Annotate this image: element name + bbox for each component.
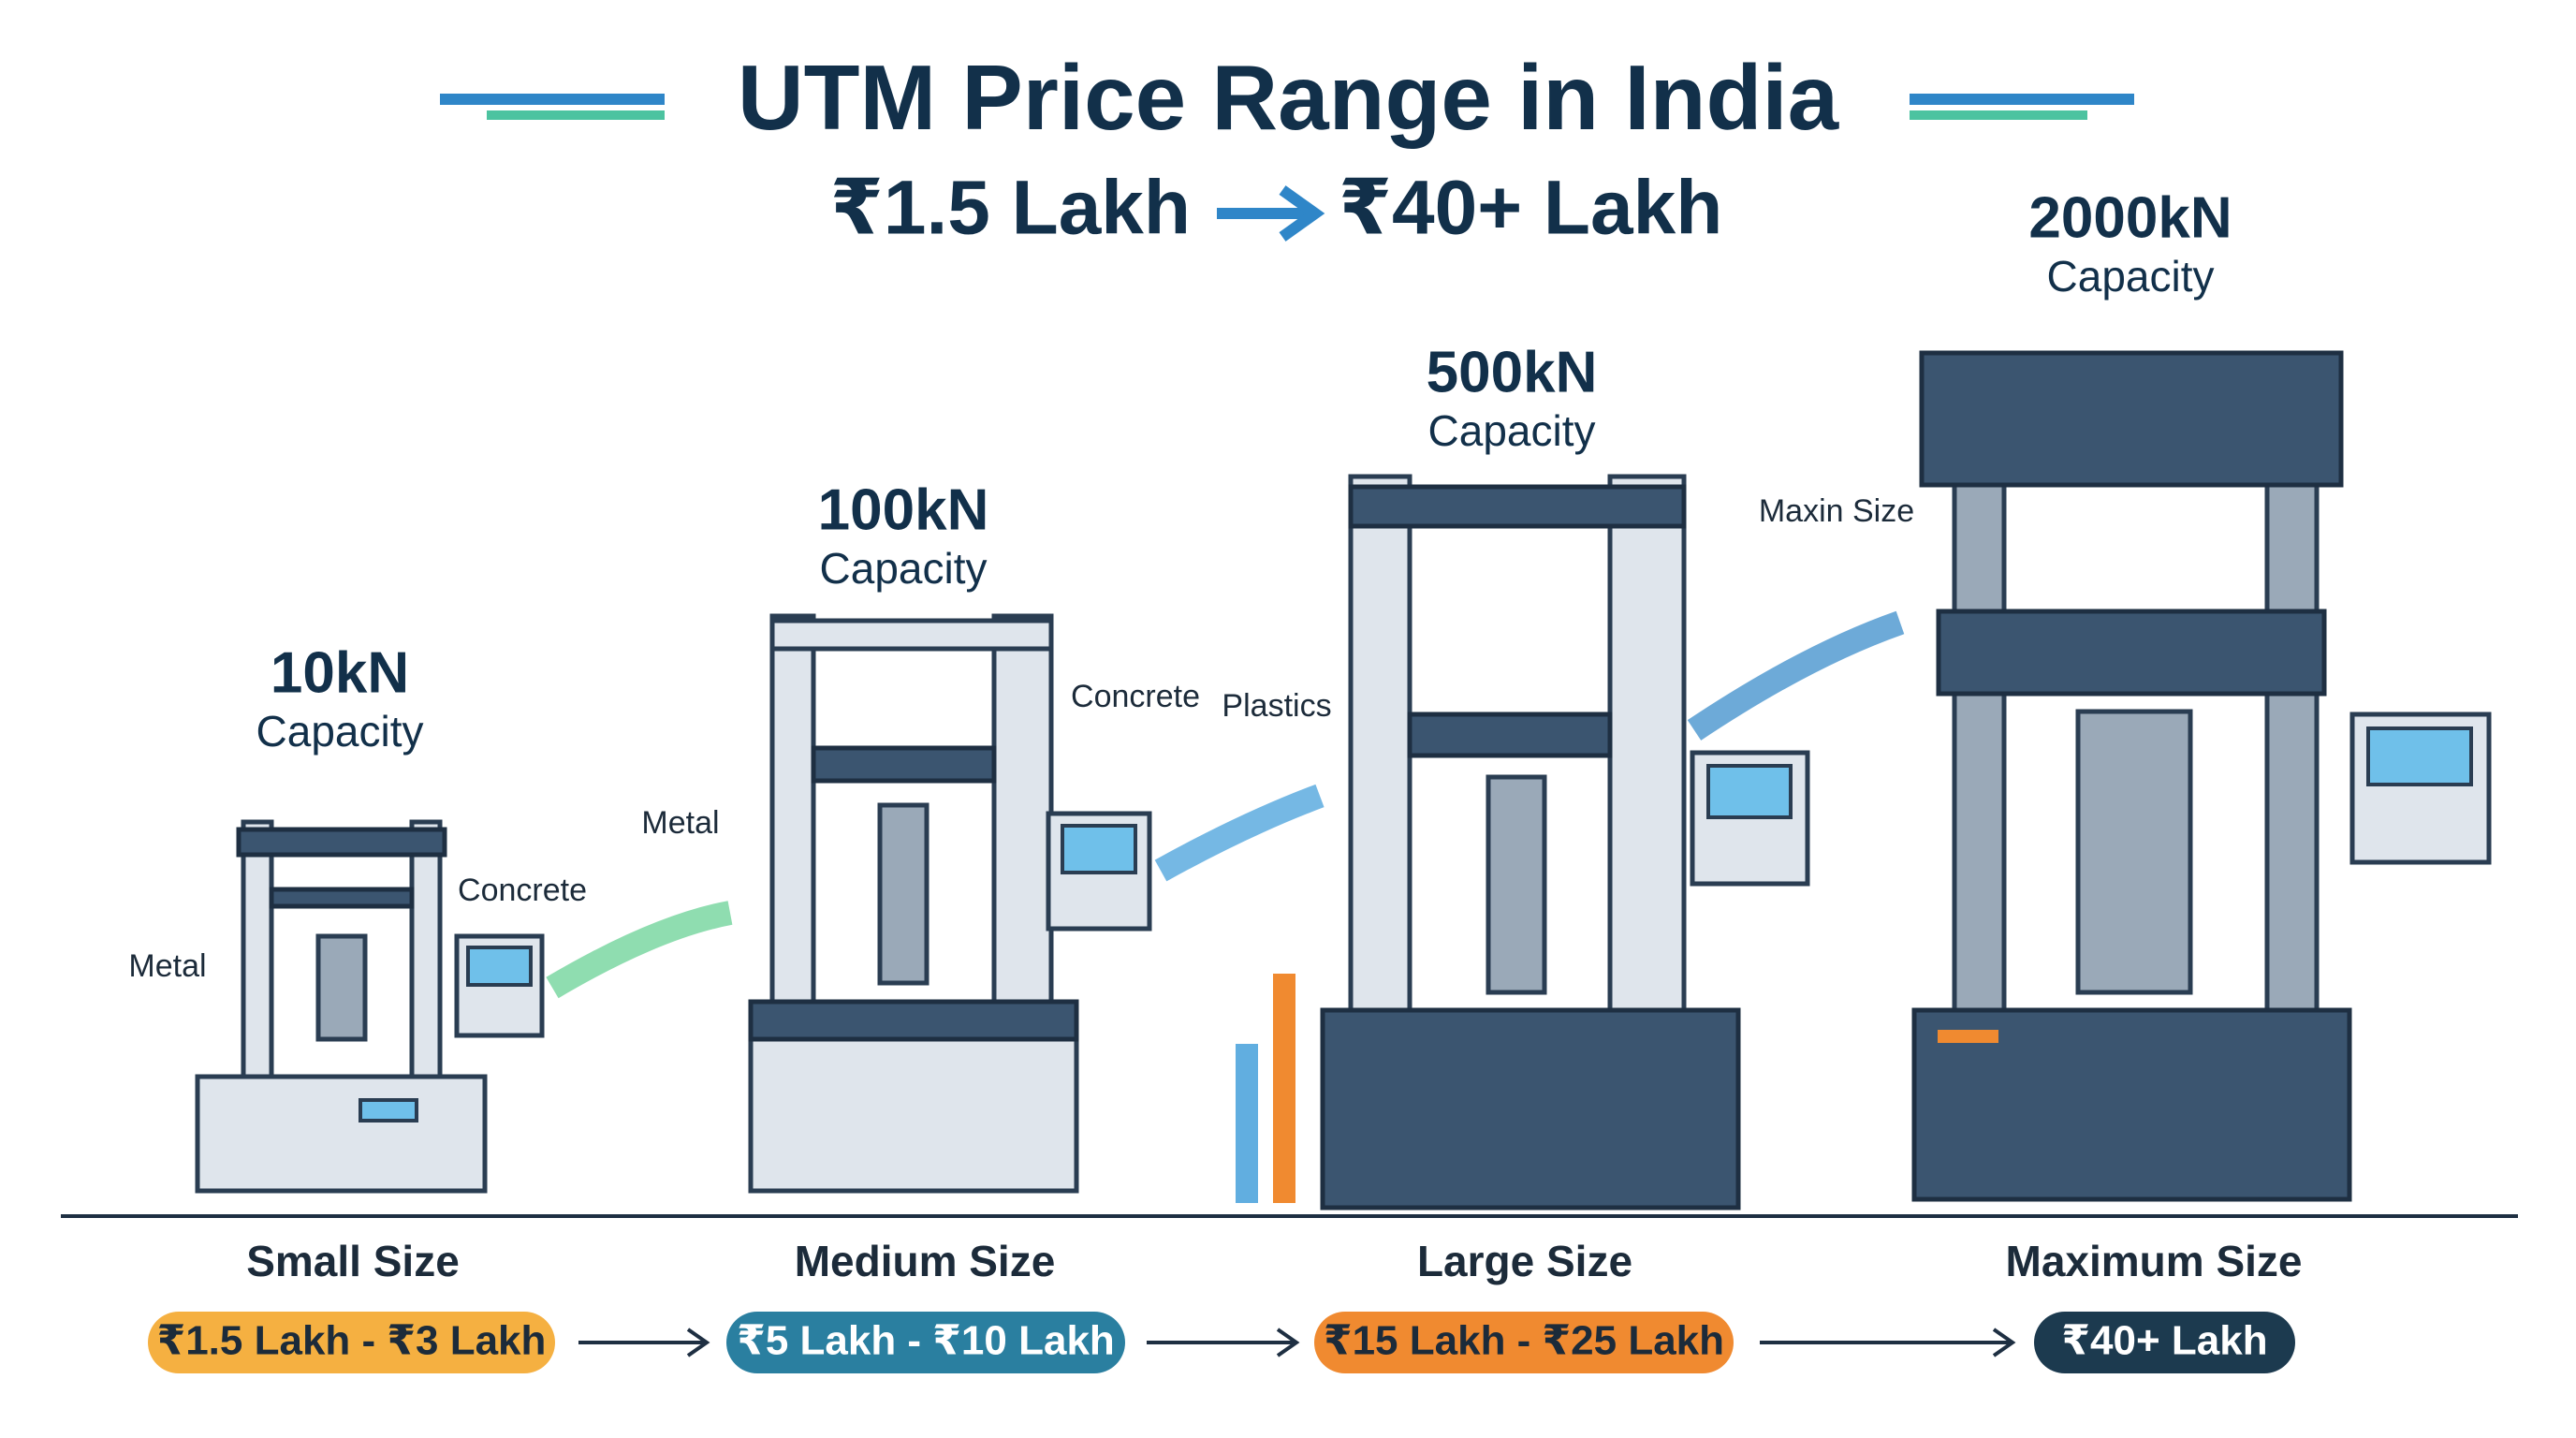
machine-large-part bbox=[1706, 764, 1793, 819]
machine-large-part bbox=[1320, 1007, 1741, 1211]
price-arrows bbox=[578, 1328, 2016, 1357]
capacity-label: Capacity bbox=[256, 707, 424, 756]
machine-large-part bbox=[1486, 774, 1547, 995]
progress-arrows-part bbox=[546, 901, 733, 999]
machine-medium bbox=[748, 613, 1152, 1194]
machine-medium-part bbox=[748, 999, 1079, 1042]
price-label: ₹1.5 Lakh - ₹3 Lakh bbox=[157, 1318, 547, 1364]
price-arrows-part bbox=[1147, 1328, 1300, 1357]
price-pill bbox=[148, 1312, 555, 1373]
capacity: 2000kN bbox=[2028, 185, 2232, 250]
title-decor-part bbox=[1910, 110, 2087, 120]
price-label: ₹5 Lakh - ₹10 Lakh bbox=[737, 1318, 1115, 1364]
subtitle-to: ₹40+ Lakh bbox=[1339, 166, 1722, 251]
machine-medium-part bbox=[811, 745, 997, 784]
material-label: Metal bbox=[128, 948, 206, 984]
progress-arrows-part bbox=[1687, 610, 1905, 741]
machine-medium-part bbox=[769, 618, 1054, 652]
material-label: Concrete bbox=[458, 873, 587, 908]
machine-medium-part bbox=[991, 613, 1054, 1005]
machine-maximum-part bbox=[1938, 1030, 1998, 1043]
machine-maximum bbox=[1911, 350, 2492, 1202]
machine-maximum-part bbox=[1936, 609, 2327, 697]
size-label: Maximum Size bbox=[2006, 1237, 2303, 1285]
machine-large-part bbox=[1407, 712, 1613, 758]
progress-arrows-part bbox=[1273, 974, 1295, 1203]
capacity: 10kN bbox=[271, 640, 409, 705]
machine-medium-part bbox=[769, 613, 816, 1005]
material-label: Maxin Size bbox=[1759, 493, 1914, 529]
price-arrows-part bbox=[1760, 1328, 2016, 1357]
progress-arrows-part bbox=[1154, 784, 1325, 882]
price-pill bbox=[726, 1312, 1125, 1373]
machine-small-part bbox=[315, 933, 368, 1042]
title-decor bbox=[440, 94, 2134, 120]
title-decor-part bbox=[487, 110, 665, 120]
machine-large bbox=[1320, 474, 1810, 1211]
price-pill bbox=[2034, 1312, 2295, 1373]
price-label: ₹15 Lakh - ₹25 Lakh bbox=[1324, 1318, 1724, 1364]
material-label: Metal bbox=[641, 805, 719, 841]
title-decor-part bbox=[440, 94, 665, 105]
machine-medium-part bbox=[877, 802, 929, 986]
machine-large-part bbox=[1348, 484, 1687, 529]
price-label: ₹40+ Lakh bbox=[2061, 1318, 2267, 1364]
size-label: Medium Size bbox=[795, 1237, 1056, 1285]
machine-small-part bbox=[269, 887, 415, 909]
machine-small-part bbox=[236, 827, 447, 858]
machine-maximum-part bbox=[2366, 726, 2473, 786]
capacity: 500kN bbox=[1427, 340, 1598, 404]
progress-arrows-part bbox=[1236, 1044, 1258, 1203]
price-pill bbox=[1314, 1312, 1734, 1373]
subtitle-arrow bbox=[1217, 185, 1325, 242]
machine-large-part bbox=[1348, 474, 1412, 1013]
subtitle-from: ₹1.5 Lakh bbox=[830, 166, 1191, 251]
title: UTM Price Range in India bbox=[738, 46, 1840, 149]
machine-small bbox=[195, 819, 545, 1194]
capacity-label: Capacity bbox=[820, 544, 988, 593]
material-label: Plastics bbox=[1222, 688, 1331, 724]
capacity-label: Capacity bbox=[1428, 406, 1596, 455]
machine-small-part bbox=[195, 1074, 488, 1194]
capacity-label: Capacity bbox=[2047, 252, 2215, 301]
size-label: Small Size bbox=[246, 1237, 460, 1285]
machine-small-part bbox=[466, 946, 533, 987]
subtitle-arrow-part bbox=[1279, 185, 1325, 242]
size-label: Large Size bbox=[1417, 1237, 1632, 1285]
machine-small-part bbox=[409, 819, 443, 1082]
capacity: 100kN bbox=[818, 477, 989, 542]
machine-small-part bbox=[359, 1098, 418, 1123]
machine-small-part bbox=[241, 819, 274, 1082]
machine-maximum-part bbox=[1919, 350, 2344, 488]
price-arrows-part bbox=[578, 1328, 710, 1357]
machine-maximum-part bbox=[2075, 709, 2193, 995]
machine-large-part bbox=[1607, 474, 1687, 1013]
machine-medium-part bbox=[1061, 824, 1137, 874]
progress-arrows bbox=[546, 610, 1905, 1203]
machine-maximum-part bbox=[2264, 482, 2320, 1013]
material-label: Concrete bbox=[1071, 679, 1200, 714]
title-decor-part bbox=[1910, 94, 2134, 105]
machine-maximum-part bbox=[1952, 482, 2007, 1013]
